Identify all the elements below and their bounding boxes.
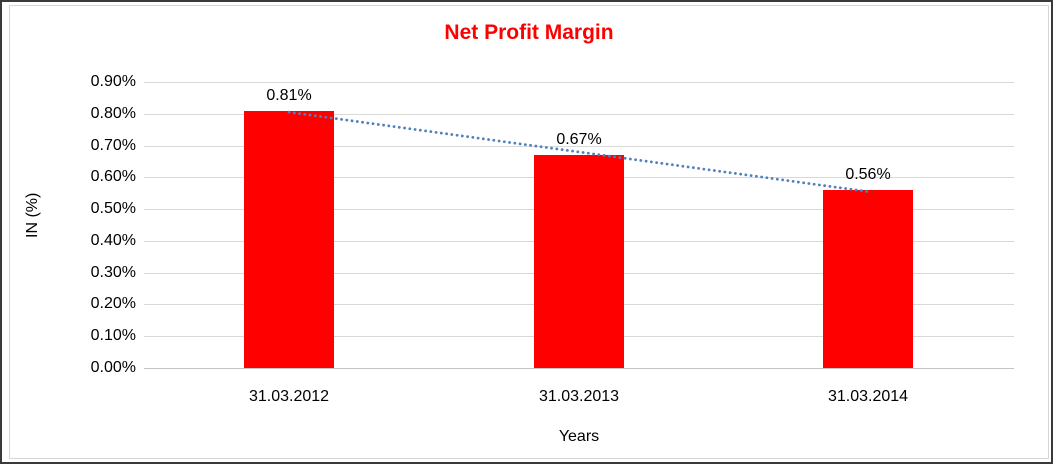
- x-tick-label: 31.03.2013: [538, 388, 620, 405]
- bar-value-label: 0.81%: [266, 86, 312, 104]
- bar-31.03.2012: [244, 110, 334, 368]
- trendline: [287, 110, 870, 194]
- bar-value-label: 0.67%: [556, 131, 602, 149]
- y-tick-label: 0.40%: [90, 231, 136, 249]
- y-axis-title-text: IN (%): [24, 192, 41, 238]
- y-tick-label: 0.10%: [90, 327, 136, 345]
- plot-area: 0.81% 0.67% 0.56%: [144, 82, 1014, 369]
- y-tick-label: 0.90%: [90, 73, 136, 90]
- x-tick-label: 31.03.2012: [248, 388, 330, 405]
- x-axis-baseline: [144, 368, 1014, 369]
- y-tick-label: 0.30%: [90, 263, 136, 281]
- y-tick-label: 0.70%: [90, 136, 136, 154]
- bar-31.03.2014: [823, 190, 913, 368]
- x-axis-title: Years: [558, 428, 600, 445]
- chart-area: Net Profit Margin IN (%) 0.81% 0.67% 0.56%…: [9, 5, 1049, 459]
- y-tick-label: 0.80%: [90, 104, 136, 122]
- y-tick-label: 0.50%: [90, 200, 136, 218]
- bar-31.03.2013: [534, 155, 624, 368]
- y-tick-label: 0.20%: [90, 295, 136, 313]
- y-tick-label: 0.00%: [90, 359, 136, 376]
- x-tick-label: 31.03.2014: [827, 388, 909, 405]
- chart-title: Net Profit Margin: [444, 21, 614, 44]
- gridline: [144, 145, 1014, 147]
- gridline: [144, 113, 1014, 115]
- y-tick-label: 0.60%: [90, 168, 136, 186]
- gridline: [144, 82, 1014, 83]
- bar-value-label: 0.56%: [845, 166, 891, 184]
